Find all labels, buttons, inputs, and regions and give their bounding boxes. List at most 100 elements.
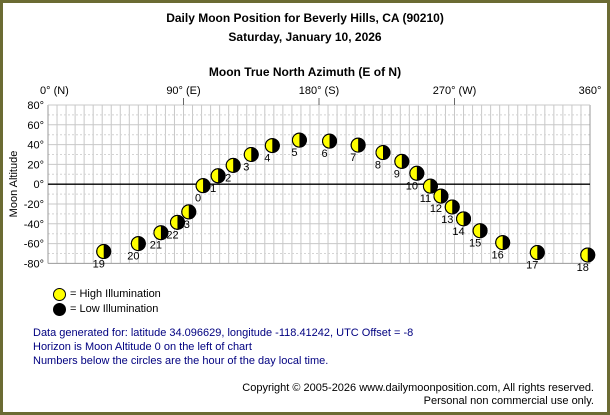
moon-point-hour-2: 2 bbox=[225, 157, 241, 184]
y-tick-label: -80° bbox=[24, 258, 44, 270]
hour-label: 0 bbox=[195, 193, 201, 205]
moon-disc-dark-half bbox=[401, 154, 409, 169]
moon-disc-dark-half bbox=[480, 223, 488, 238]
note-data-generated: Data generated for: latitude 34.096629, … bbox=[33, 327, 414, 339]
hour-label: 22 bbox=[166, 229, 178, 241]
moon-disc-dark-half bbox=[430, 179, 438, 194]
hour-label: 10 bbox=[406, 180, 418, 192]
hour-label: 8 bbox=[375, 160, 381, 172]
moon-disc-dark-half bbox=[188, 204, 196, 219]
hour-label: 15 bbox=[469, 238, 481, 250]
hour-label: 6 bbox=[321, 148, 327, 160]
moon-point-hour-1: 1 bbox=[210, 168, 226, 195]
hour-label: 5 bbox=[291, 147, 297, 159]
x-tick-label: 90° (E) bbox=[166, 85, 200, 97]
copyright-text: Copyright © 2005-2026 www.dailymoonposit… bbox=[242, 382, 594, 408]
x-axis-tick-marks bbox=[183, 98, 455, 105]
moon-point-hour-0: 0 bbox=[195, 178, 211, 205]
hour-label: 19 bbox=[93, 259, 105, 271]
hour-label: 13 bbox=[441, 214, 453, 226]
x-axis-title: Moon True North Azimuth (E of N) bbox=[208, 65, 402, 79]
hour-label: 12 bbox=[430, 203, 442, 215]
moon-disc-dark-half bbox=[416, 166, 424, 181]
legend-high-illumination-swatch bbox=[53, 288, 66, 301]
moon-disc-dark-half bbox=[272, 138, 280, 153]
note-horizon: Horizon is Moon Altitude 0 on the left o… bbox=[33, 341, 252, 353]
y-tick-label: 60° bbox=[27, 120, 44, 132]
moon-point-hour-8: 8 bbox=[375, 145, 391, 172]
legend-low-illumination-swatch bbox=[53, 303, 66, 316]
moon-disc-dark-half bbox=[103, 244, 111, 259]
note-hour-numbers: Numbers below the circles are the hour o… bbox=[33, 355, 329, 367]
moon-disc-dark-half bbox=[587, 247, 595, 262]
moon-disc-dark-half bbox=[218, 168, 226, 183]
moon-point-hour-7: 7 bbox=[350, 137, 366, 164]
moon-disc-dark-half bbox=[177, 215, 185, 230]
moon-point-hour-19: 19 bbox=[93, 244, 112, 271]
moon-disc-dark-half bbox=[537, 245, 545, 260]
moon-disc-dark-half bbox=[160, 225, 168, 240]
copyright-line-2: Personal non commercial use only. bbox=[423, 395, 594, 407]
legend-low-illumination-label: = Low Illumination bbox=[70, 303, 159, 315]
moon-disc-dark-half bbox=[502, 235, 510, 250]
hour-label: 20 bbox=[127, 251, 139, 263]
moon-point-hour-14: 14 bbox=[452, 211, 472, 238]
hour-label: 11 bbox=[420, 193, 431, 205]
chart-date-subtitle: Saturday, January 10, 2026 bbox=[228, 30, 382, 44]
moon-disc-dark-half bbox=[251, 147, 259, 162]
hour-label: 14 bbox=[452, 226, 464, 238]
moon-disc-dark-half bbox=[203, 178, 211, 193]
moon-point-hour-22: 22 bbox=[166, 214, 185, 241]
legend-high-illumination-label: = High Illumination bbox=[70, 288, 161, 300]
moon-disc-dark-half bbox=[463, 211, 471, 226]
hour-label: 9 bbox=[394, 168, 400, 180]
moon-disc-dark-half bbox=[358, 138, 366, 153]
x-tick-label: 180° (S) bbox=[299, 85, 339, 97]
moon-point-hour-23: 23 bbox=[178, 204, 197, 231]
moon-disc-dark-half bbox=[440, 189, 448, 204]
hour-label: 16 bbox=[492, 250, 504, 262]
moon-point-hour-10: 10 bbox=[406, 165, 425, 192]
moon-point-hour-12: 12 bbox=[430, 188, 449, 215]
moon-disc-dark-half bbox=[138, 236, 146, 251]
x-tick-label: 270° (W) bbox=[433, 85, 477, 97]
moon-point-hour-5: 5 bbox=[291, 132, 307, 159]
copyright-line-1: Copyright © 2005-2026 www.dailymoonposit… bbox=[242, 382, 594, 394]
y-tick-label: -60° bbox=[24, 239, 44, 251]
y-tick-labels: 80° 60° 40° 20° 0° -20° -40° -60° -80° bbox=[24, 100, 44, 270]
moon-disc-dark-half bbox=[382, 145, 390, 160]
y-tick-label: 40° bbox=[27, 140, 44, 152]
hour-label: 4 bbox=[264, 153, 270, 165]
y-tick-label: 0° bbox=[33, 179, 44, 191]
hour-label: 23 bbox=[178, 219, 190, 231]
page-title: Daily Moon Position for Beverly Hills, C… bbox=[166, 11, 444, 25]
x-tick-label: 0° (N) bbox=[40, 85, 69, 97]
moon-point-hour-18: 18 bbox=[577, 247, 596, 274]
hour-label: 2 bbox=[225, 172, 231, 184]
y-tick-label: 80° bbox=[27, 100, 44, 112]
moon-point-hour-9: 9 bbox=[394, 153, 410, 180]
moon-point-hour-20: 20 bbox=[127, 236, 146, 263]
hour-label: 7 bbox=[350, 152, 356, 164]
moon-disc-dark-half bbox=[299, 133, 307, 148]
moon-disc-dark-half bbox=[233, 158, 241, 173]
hour-label: 18 bbox=[577, 262, 589, 274]
moon-point-hour-17: 17 bbox=[526, 245, 545, 272]
moon-point-hour-16: 16 bbox=[492, 235, 511, 262]
moon-disc-dark-half bbox=[452, 199, 460, 214]
hour-label: 1 bbox=[210, 183, 216, 195]
moon-point-hour-3: 3 bbox=[243, 147, 259, 174]
hour-label: 17 bbox=[526, 260, 538, 272]
x-tick-label: 360° bbox=[579, 85, 602, 97]
x-tick-labels: 0° (N) 90° (E) 180° (S) 270° (W) 360° bbox=[40, 85, 601, 97]
moon-point-hour-13: 13 bbox=[441, 199, 460, 226]
moon-point-hour-4: 4 bbox=[264, 138, 280, 165]
moon-disc-dark-half bbox=[329, 134, 337, 149]
y-tick-label: -40° bbox=[24, 219, 44, 231]
hour-label: 21 bbox=[150, 240, 162, 252]
moon-point-hour-21: 21 bbox=[150, 225, 169, 252]
hour-label: 3 bbox=[243, 162, 249, 174]
moon-point-hour-15: 15 bbox=[469, 223, 488, 250]
